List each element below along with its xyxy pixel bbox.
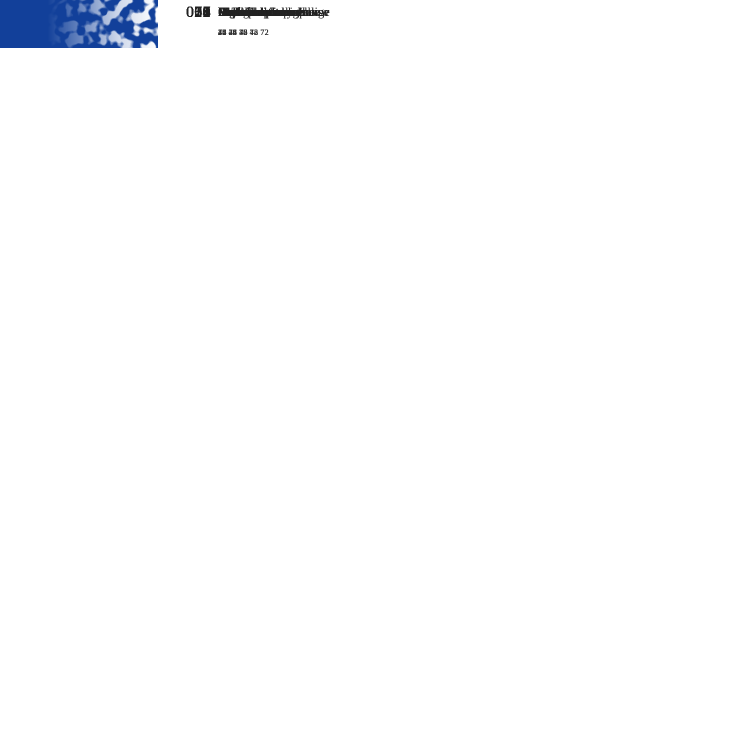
color-name: Alizarin crimson xyxy=(218,5,303,19)
code: 010 xyxy=(186,4,211,21)
code: 030 xyxy=(186,4,211,21)
sizes: 36 48 72 xyxy=(218,28,248,37)
sizes: 12 24 36 48 72 xyxy=(218,28,269,37)
code: 012 xyxy=(186,4,211,21)
sizes: 72 xyxy=(218,28,227,37)
code: 034 xyxy=(186,4,211,21)
code: 028 xyxy=(186,4,211,21)
color-name: Dark cadmium orange xyxy=(218,5,330,19)
sizes: 72 xyxy=(218,28,227,37)
code: 029 xyxy=(186,4,211,21)
color-name: Orange xyxy=(218,5,255,19)
code: 020 xyxy=(186,4,211,21)
color-name: Ultramarine blue xyxy=(218,5,304,19)
code: 062 xyxy=(186,4,211,21)
code: 006 xyxy=(186,4,211,21)
sizes: 12 24 36 48 72 xyxy=(218,28,269,37)
color-name: Light purple pink xyxy=(218,5,306,19)
sizes: 24 36 48 72 xyxy=(218,28,259,37)
code: 057 xyxy=(186,4,211,21)
color-name: Dark chrome yellow xyxy=(218,5,321,19)
color-name: Delft blue xyxy=(218,5,269,19)
code: 023 xyxy=(186,4,211,21)
texture xyxy=(0,0,158,48)
sizes: 36 48 72 xyxy=(218,28,248,37)
color-name: Dark cadmium yellow xyxy=(218,5,330,19)
color-name: Cadmium orange xyxy=(218,5,305,19)
color-name: Violet xyxy=(218,5,249,19)
code: 008 xyxy=(186,4,211,21)
color-name: Blue violet xyxy=(218,5,274,19)
sizes: 36 48 72 xyxy=(218,28,248,37)
sizes: 48 72 xyxy=(218,28,237,37)
color-name: Cobalt blue xyxy=(218,5,276,19)
sizes: 48 72 xyxy=(218,28,237,37)
sizes: 24 36 48 72 xyxy=(218,28,259,37)
code: 070 xyxy=(186,4,211,21)
sizes: 12 24 36 48 72 xyxy=(218,28,269,37)
code: 054 xyxy=(186,4,211,21)
sizes: 72 xyxy=(218,28,227,37)
color-name: Carmine rose xyxy=(218,5,285,19)
color-name: Caputmortuum xyxy=(218,5,294,19)
sizes: 72 xyxy=(218,28,227,37)
sizes: 36 48 72 xyxy=(218,28,248,37)
sizes: 36 48 72 xyxy=(218,28,248,37)
code: 011 xyxy=(186,4,211,21)
code: 035 xyxy=(186,4,211,21)
code: 009 xyxy=(186,4,211,21)
color-name: Pink carmine xyxy=(218,5,285,19)
sizes: 24 36 48 72 xyxy=(218,28,259,37)
code: 014 xyxy=(186,4,211,21)
code: 058 xyxy=(186,4,211,21)
color-name: Medium phtalo blue xyxy=(218,5,320,19)
swatch xyxy=(0,0,158,48)
code: 071 xyxy=(186,4,211,21)
swatch-texture xyxy=(0,0,158,48)
color-name: Helio turquoise xyxy=(218,5,296,19)
color-name: Dark flesh xyxy=(218,5,271,19)
sizes: 24 36 48 72 xyxy=(218,28,259,37)
sizes: 72 xyxy=(218,28,227,37)
color-name: Cinnamon xyxy=(218,5,271,19)
code: 064 xyxy=(186,4,211,21)
code: 013 xyxy=(186,4,211,21)
sizes: 72 xyxy=(218,28,227,37)
color-name: Permanent carmine xyxy=(218,5,315,19)
sizes: 72 xyxy=(218,28,227,37)
sizes: 12 24 36 48 72 xyxy=(218,28,269,37)
color-name: Light cobalt turquoise xyxy=(218,5,329,19)
color-name: Sky blue xyxy=(218,5,263,19)
